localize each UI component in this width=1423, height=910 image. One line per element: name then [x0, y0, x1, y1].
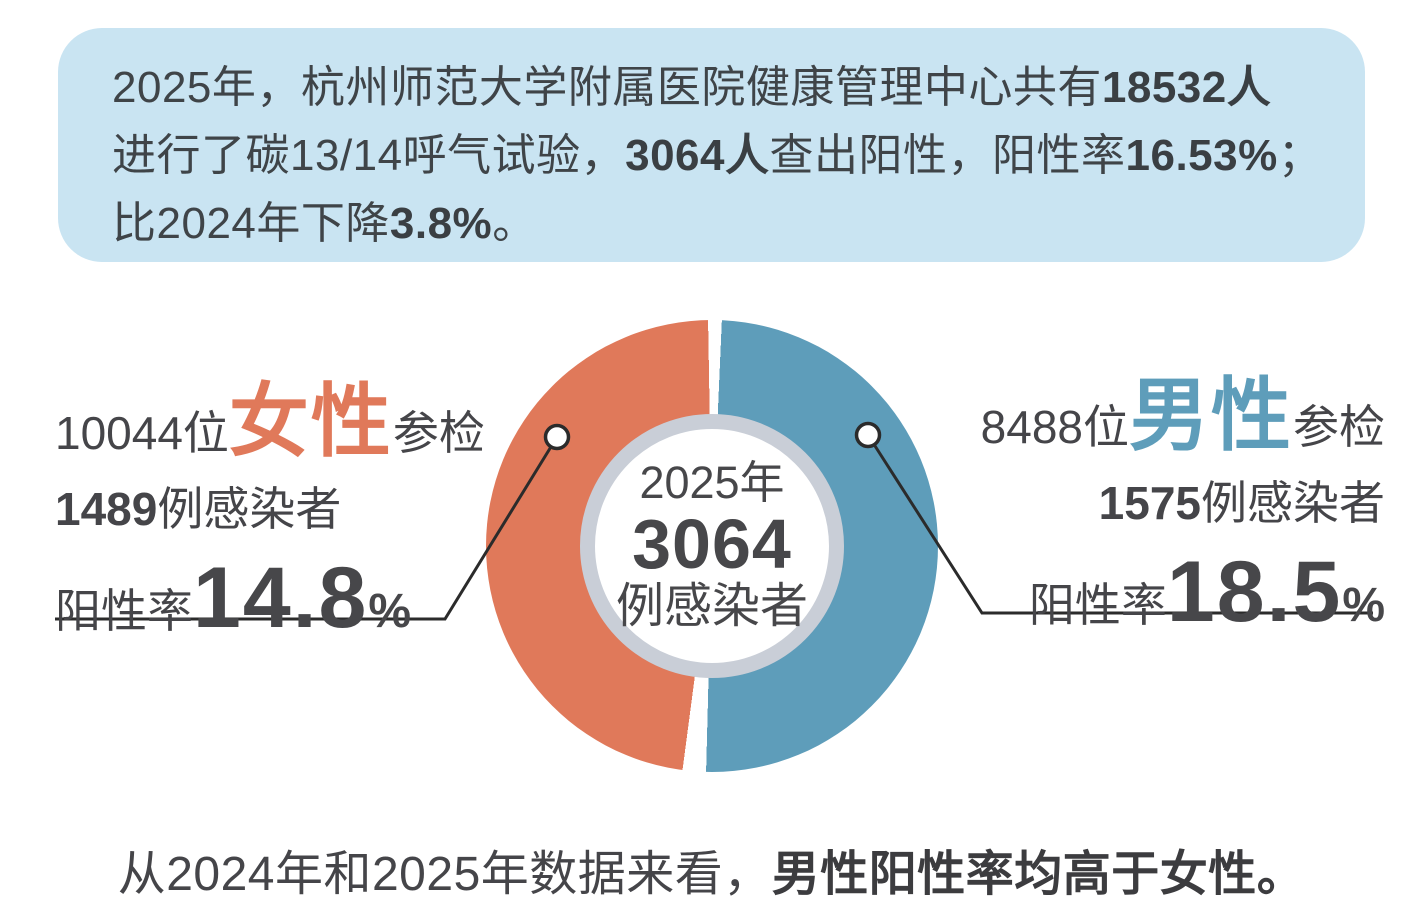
center-unit-label: 例感染者	[615, 580, 808, 633]
center-year-label: 2025年	[639, 457, 785, 508]
summary-line2-text2: 查出阳性，阳性率	[769, 131, 1126, 180]
female-tested-row: 10044位 女性 参检	[55, 382, 485, 463]
male-infected-row: 1575 例感染者	[981, 467, 1385, 533]
summary-line3-tail: 。	[492, 199, 537, 248]
conclusion-bold: 男性阳性率均高于女性。	[771, 848, 1306, 901]
female-rate-unit: %	[368, 585, 412, 638]
female-infected-row: 1489 例感染者	[55, 473, 485, 539]
male-infected-count: 1575	[1098, 477, 1201, 529]
summary-text: 2025年，杭州师范大学附属医院健康管理中心共有18532人 进行了碳13/14…	[112, 54, 1322, 258]
summary-line2-text: 进行了碳13/14呼气试验，	[112, 131, 626, 180]
male-stats-block: 8488位 男性 参检 1575 例感染者 阳性率 18.5%	[981, 376, 1385, 636]
conclusion-text: 从2024年和2025年数据来看，男性阳性率均高于女性。	[0, 834, 1423, 904]
female-rate-value: 14.8	[193, 550, 369, 646]
female-stats-block: 10044位 女性 参检 1489 例感染者 阳性率 14.8%	[55, 382, 485, 642]
summary-line2-tail: ；	[1277, 131, 1323, 180]
male-tested-suffix: 参检	[1293, 401, 1385, 453]
center-count-value: 3064	[632, 505, 792, 583]
male-rate-value: 18.5	[1166, 544, 1343, 640]
male-rate-label: 阳性率	[1028, 579, 1167, 631]
male-tested-count: 8488位	[980, 401, 1129, 453]
male-infected-suffix: 例感染者	[1201, 477, 1385, 529]
conclusion-normal: 从2024年和2025年数据来看，	[117, 848, 772, 901]
summary-tested-total: 18532人	[1101, 63, 1272, 112]
summary-line1-text: 2025年，杭州师范大学附属医院健康管理中心共有	[112, 63, 1102, 112]
female-rate-row: 阳性率 14.8%	[55, 555, 485, 641]
female-infected-suffix: 例感染者	[157, 483, 342, 535]
male-rate-unit: %	[1342, 579, 1385, 632]
female-rate-label: 阳性率	[55, 585, 193, 637]
summary-line3-text: 比2024年下降	[112, 199, 390, 248]
female-infected-count: 1489	[55, 483, 158, 535]
donut-chart: 2025年 3064 例感染者	[486, 320, 938, 772]
donut-center: 2025年 3064 例感染者	[580, 414, 844, 678]
summary-positive-total: 3064人	[625, 131, 770, 180]
male-rate-row: 阳性率 18.5%	[981, 549, 1385, 635]
summary-banner: 2025年，杭州师范大学附属医院健康管理中心共有18532人 进行了碳13/14…	[58, 28, 1365, 262]
summary-change-rate: 3.8%	[389, 199, 493, 248]
male-tested-row: 8488位 男性 参检	[981, 376, 1385, 457]
female-gender-label: 女性	[228, 377, 393, 466]
summary-positive-rate: 16.53%	[1125, 131, 1278, 180]
male-gender-label: 男性	[1129, 371, 1293, 460]
female-tested-suffix: 参检	[392, 407, 485, 459]
female-tested-count: 10044位	[55, 407, 229, 459]
